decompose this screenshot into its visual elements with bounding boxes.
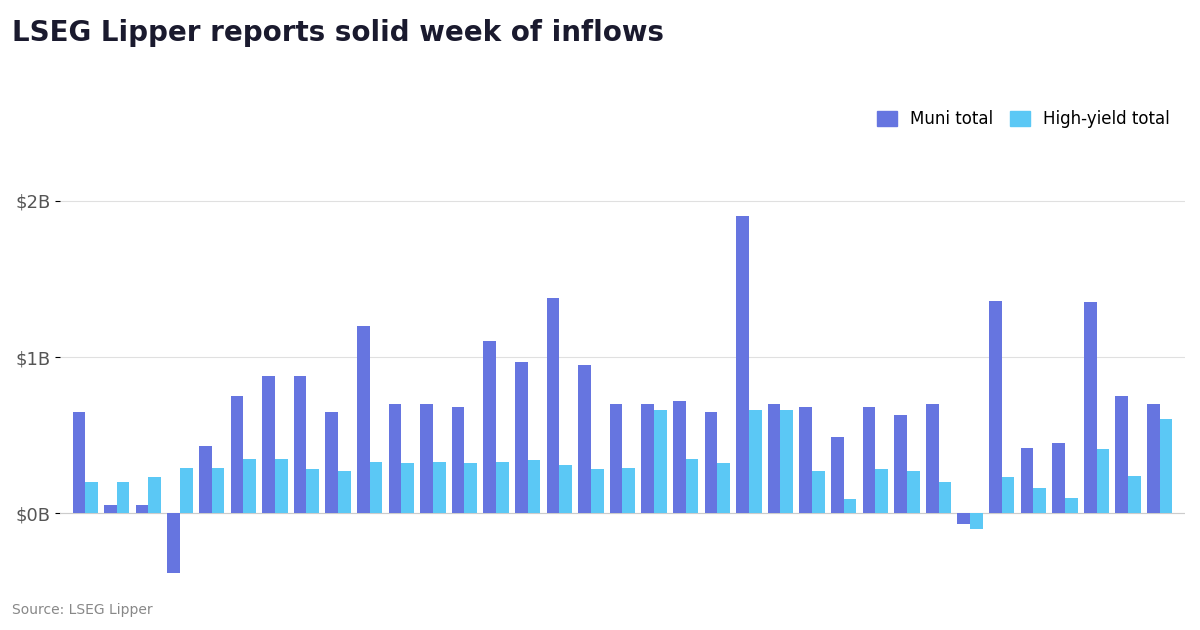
Bar (244, 459, 256, 513)
Bar (1159, 420, 1172, 513)
Bar (149, 478, 161, 513)
Bar (230, 396, 244, 513)
Bar (1033, 488, 1046, 513)
Bar (433, 462, 445, 513)
Bar (1116, 396, 1128, 513)
Bar (358, 326, 370, 513)
Bar (737, 217, 749, 513)
Bar (623, 468, 635, 513)
Bar (168, 513, 180, 573)
Bar (116, 482, 130, 513)
Bar (907, 471, 919, 513)
Bar (199, 446, 211, 513)
Bar (610, 404, 623, 513)
Bar (685, 459, 698, 513)
Bar (958, 513, 970, 524)
Bar (180, 468, 193, 513)
Legend: Muni total, High-yield total: Muni total, High-yield total (870, 103, 1177, 135)
Bar (370, 462, 383, 513)
Bar (926, 404, 938, 513)
Bar (768, 404, 780, 513)
Bar (104, 505, 116, 513)
Bar (970, 513, 983, 529)
Bar (452, 407, 464, 513)
Bar (211, 468, 224, 513)
Bar (401, 463, 414, 513)
Bar (749, 410, 762, 513)
Bar (1097, 449, 1109, 513)
Bar (642, 404, 654, 513)
Bar (389, 404, 401, 513)
Bar (590, 469, 604, 513)
Bar (875, 469, 888, 513)
Bar (938, 482, 952, 513)
Text: Source: LSEG Lipper: Source: LSEG Lipper (12, 604, 152, 617)
Bar (325, 411, 338, 513)
Bar (528, 460, 540, 513)
Bar (294, 375, 306, 513)
Bar (464, 463, 478, 513)
Bar (578, 365, 590, 513)
Bar (275, 459, 288, 513)
Bar (515, 362, 528, 513)
Bar (1052, 443, 1064, 513)
Bar (547, 297, 559, 513)
Bar (85, 482, 98, 513)
Bar (1128, 476, 1141, 513)
Bar (1084, 302, 1097, 513)
Bar (812, 471, 824, 513)
Bar (136, 505, 149, 513)
Bar (718, 463, 730, 513)
Bar (673, 401, 685, 513)
Bar (338, 471, 350, 513)
Bar (1002, 478, 1014, 513)
Bar (1064, 498, 1078, 513)
Bar (559, 465, 572, 513)
Bar (420, 404, 433, 513)
Bar (832, 437, 844, 513)
Bar (496, 462, 509, 513)
Bar (263, 375, 275, 513)
Bar (1147, 404, 1159, 513)
Bar (306, 469, 319, 513)
Bar (484, 341, 496, 513)
Bar (799, 407, 812, 513)
Bar (894, 415, 907, 513)
Bar (863, 407, 875, 513)
Bar (844, 499, 857, 513)
Bar (780, 410, 793, 513)
Bar (73, 411, 85, 513)
Bar (654, 410, 667, 513)
Text: LSEG Lipper reports solid week of inflows: LSEG Lipper reports solid week of inflow… (12, 19, 664, 47)
Bar (989, 301, 1002, 513)
Bar (1021, 447, 1033, 513)
Bar (704, 411, 718, 513)
